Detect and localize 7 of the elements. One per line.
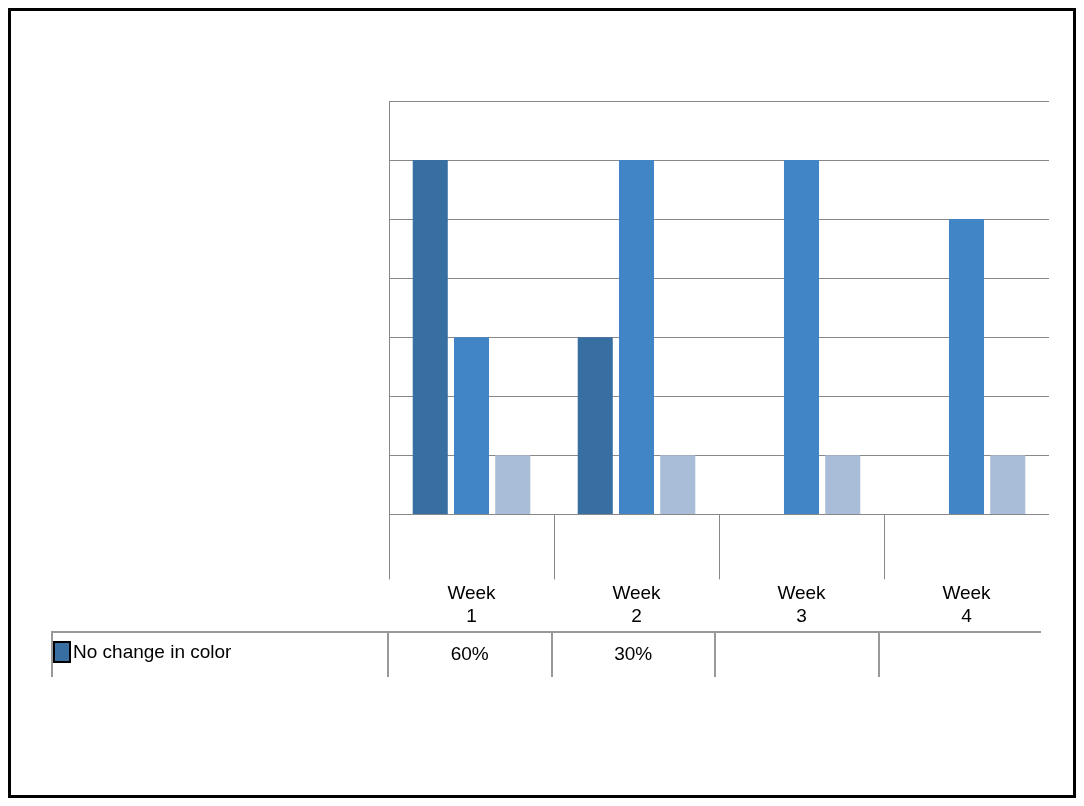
x-tick-label: Week 1 xyxy=(447,582,497,626)
x-tick-label: Week 4 xyxy=(942,582,992,626)
data-label: 30% xyxy=(550,633,714,677)
x-tick-label: Week 3 xyxy=(777,582,827,626)
x-tick-label: Week 2 xyxy=(612,582,662,626)
data-label: 60% xyxy=(387,633,551,677)
legend-label: No change in color xyxy=(73,641,232,663)
